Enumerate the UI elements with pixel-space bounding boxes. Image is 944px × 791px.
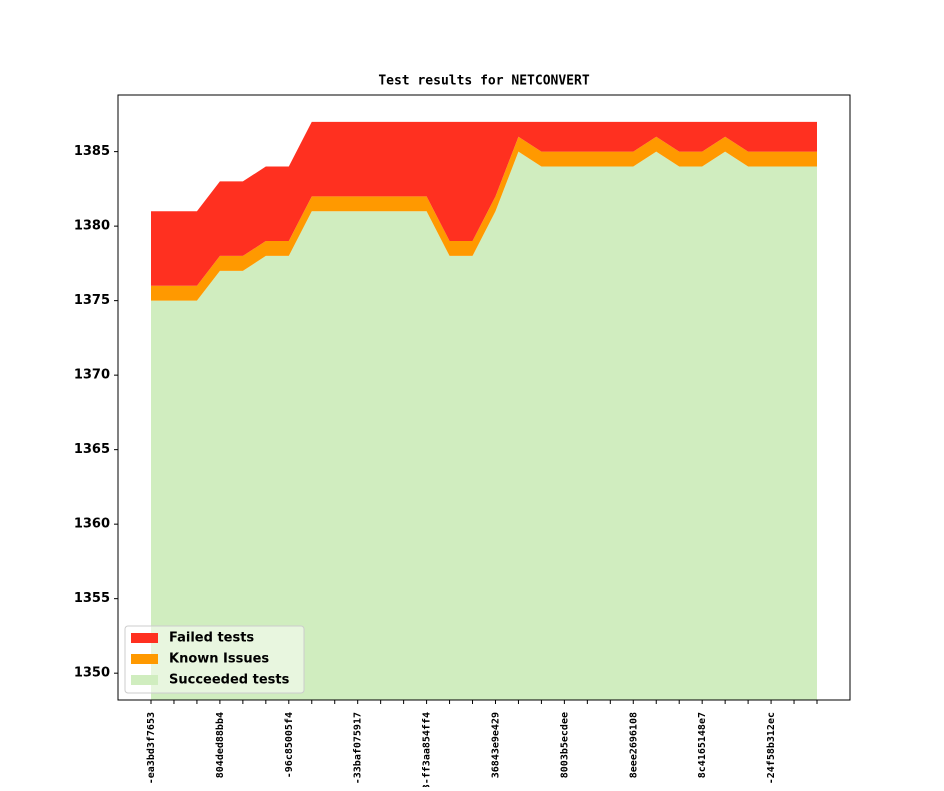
area bbox=[151, 136, 817, 301]
y-tick-label: 1350 bbox=[74, 666, 110, 681]
legend-label: Known Issues bbox=[169, 652, 269, 667]
y-tick-label: 1370 bbox=[74, 368, 110, 383]
plot-area bbox=[151, 121, 817, 700]
x-tick-label: 8eee2696108 bbox=[628, 712, 639, 778]
x-tick-label: 3-ff3aa854ff4 bbox=[422, 712, 433, 787]
area bbox=[151, 151, 817, 700]
axes-frame bbox=[117, 94, 851, 701]
legend-swatch bbox=[131, 633, 158, 643]
x-tick-label: -24f58b312ec bbox=[766, 712, 777, 784]
y-tick-label: 1375 bbox=[74, 293, 110, 308]
legend-swatch bbox=[131, 675, 158, 685]
legend-label: Succeeded tests bbox=[169, 673, 290, 688]
y-tick-label: 1365 bbox=[74, 442, 110, 457]
y-tick-label: 1385 bbox=[74, 144, 110, 159]
y-tick-label: 1355 bbox=[74, 591, 110, 606]
x-tick-label: 804ded88bb4 bbox=[215, 712, 226, 778]
x-tick-label: 8003b5ecdee bbox=[559, 712, 570, 778]
x-tick-label: -33baf075917 bbox=[353, 712, 364, 784]
legend-swatch bbox=[131, 654, 158, 664]
legend-label: Failed tests bbox=[169, 631, 254, 646]
area bbox=[151, 121, 817, 286]
y-tick-label: 1380 bbox=[74, 219, 110, 234]
x-tick-label: 36843e9e429 bbox=[490, 712, 501, 778]
x-tick-label: -ea3bd3f7653 bbox=[146, 712, 157, 784]
chart-title: Test results for NETCONVERT bbox=[378, 74, 589, 89]
y-tick-label: 1360 bbox=[74, 517, 110, 532]
x-tick-label: 8c4165148e7 bbox=[697, 712, 708, 778]
legend-box bbox=[124, 625, 305, 694]
x-tick-label: -96c85005f4 bbox=[284, 712, 295, 778]
